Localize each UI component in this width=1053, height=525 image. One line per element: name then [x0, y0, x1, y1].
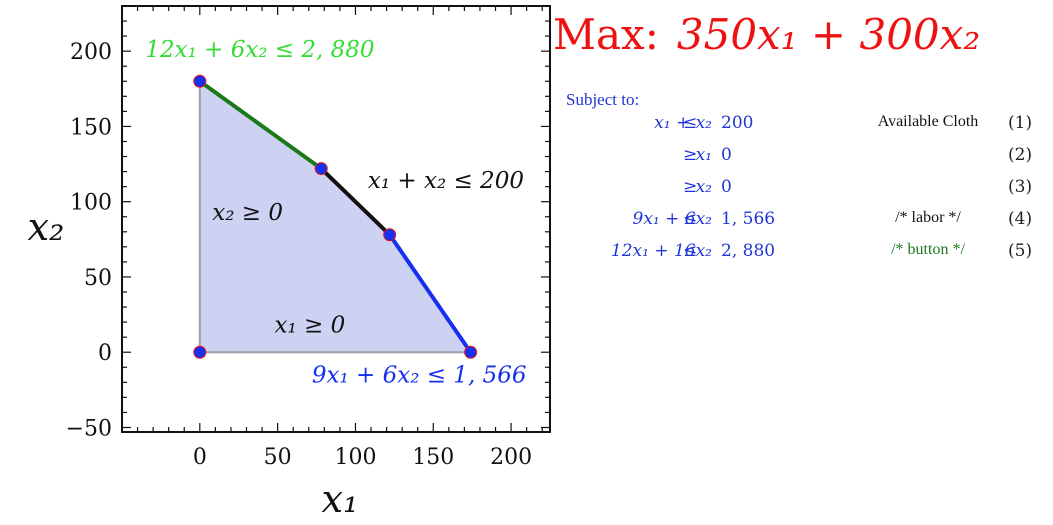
y-tick-label: 200	[70, 40, 112, 65]
constraint-operator: ≤	[683, 209, 698, 229]
objective-label: Max:	[553, 10, 659, 59]
x-tick-label: 50	[264, 445, 292, 470]
y-tick-label: 50	[84, 266, 112, 291]
constraint-rhs: 200	[721, 113, 754, 133]
feasible-region-chart: 0 50 100 150 200 −50 0 50 100 150 200 x₁ x₂ 12x₁ + 6x…	[28, 5, 551, 521]
constraint-row: x₁ ≥0 (2)	[540, 145, 1050, 175]
region-edge	[387, 232, 473, 355]
constraint-note: Available Cloth	[877, 113, 979, 130]
constraint-lhs: x₁	[695, 145, 712, 165]
x-tick-label: 200	[490, 445, 532, 470]
constraint-row: 9x₁ + 6x₂ ≤1, 566 /* labor */ (4)	[540, 209, 1050, 239]
constraint-rhs: 0	[721, 177, 732, 197]
constraint-annotation: 12x₁ + 6x₂ ≤ 2, 880	[145, 37, 374, 63]
constraint-rhs: 2, 880	[721, 241, 776, 261]
constraint-annotation: 9x₁ + 6x₂ ≤ 1, 566	[312, 362, 527, 388]
region-edge	[319, 166, 392, 237]
region-edge	[197, 79, 324, 171]
y-tick-label: −50	[66, 416, 112, 441]
vertex-point	[314, 162, 328, 176]
objective-expression: 350x₁ + 300x₂	[676, 10, 981, 59]
y-axis-label: x₂	[28, 205, 65, 249]
x-tick-label: 100	[334, 445, 376, 470]
constraint-operator: ≤	[683, 113, 698, 133]
objective-function: Max: 350x₁ + 300x₂	[553, 10, 980, 59]
constraint-row: x₁ + x₂ ≤200 Available Cloth (1)	[540, 113, 1050, 143]
constraint-number: (3)	[1008, 177, 1033, 197]
plot-frame	[121, 5, 551, 433]
constraint-rhs: 1, 566	[721, 209, 776, 229]
constraint-number: (2)	[1008, 145, 1033, 165]
constraint-row: 12x₁ + 16x₂ ≤2, 880 /* button */ (5)	[540, 241, 1050, 271]
constraint-number: (4)	[1008, 209, 1033, 229]
y-tick-label: 0	[98, 341, 112, 366]
constraint-annotation: x₂ ≥ 0	[212, 200, 283, 226]
constraint-annotation: x₁ + x₂ ≤ 200	[368, 168, 524, 194]
constraint-annotation: x₁ ≥ 0	[275, 313, 346, 339]
constraint-lhs: 9x₁ + 6x₂	[632, 209, 713, 229]
vertex-point	[193, 74, 207, 88]
x-tick-label: 150	[412, 445, 454, 470]
constraint-operator: ≥	[683, 145, 698, 165]
constraint-lhs: 12x₁ + 16x₂	[610, 241, 712, 261]
subject-to-heading: Subject to:	[566, 90, 640, 109]
constraint-note: /* labor */	[895, 209, 961, 226]
vertex-point	[464, 345, 478, 359]
vertex-point	[383, 228, 397, 242]
constraint-row: x₂ ≥0 (3)	[540, 177, 1050, 207]
y-tick-label: 150	[70, 115, 112, 140]
constraint-number: (5)	[1008, 241, 1033, 261]
constraint-lhs: x₂	[695, 177, 712, 197]
constraint-rhs: 0	[721, 145, 732, 165]
constraint-number: (1)	[1008, 113, 1033, 133]
constraint-operator: ≥	[683, 177, 698, 197]
constraint-note: /* button */	[891, 241, 965, 258]
feasible-region	[199, 81, 471, 353]
vertex-point	[193, 345, 207, 359]
constraint-lhs: x₁ + x₂	[654, 113, 712, 133]
x-axis-label: x₁	[322, 477, 359, 521]
x-tick-label: 0	[193, 445, 207, 470]
y-tick-label: 100	[70, 191, 112, 216]
constraint-operator: ≤	[683, 241, 698, 261]
